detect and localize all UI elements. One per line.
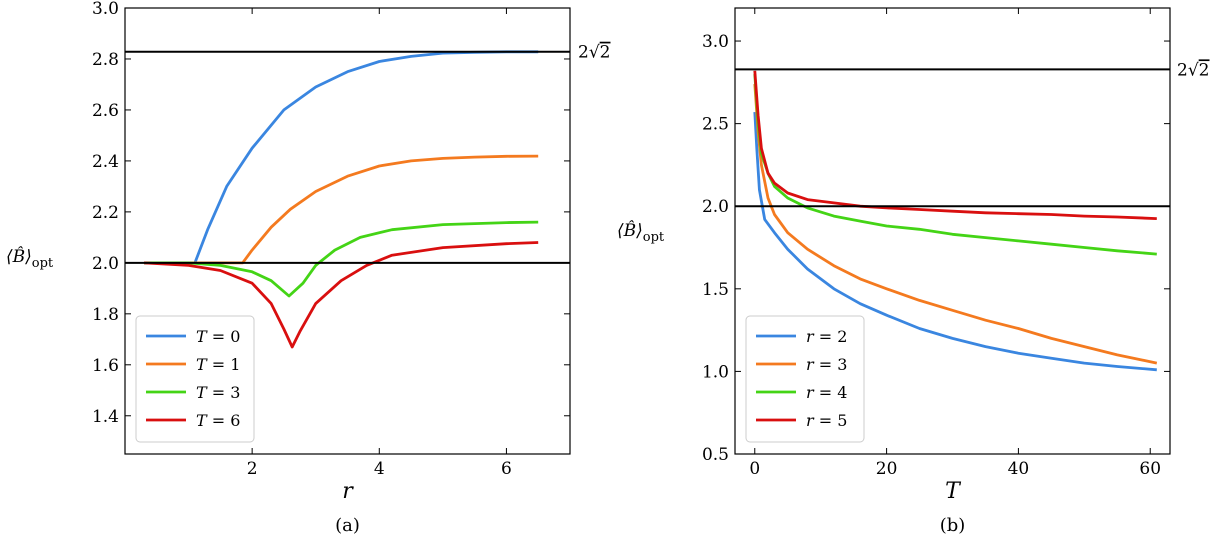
y-axis-label: ⟨B̂⟩opt [6, 247, 54, 271]
y-tick-label: 2.0 [702, 197, 729, 217]
y-axis-label-base: ⟨B̂⟩ [617, 221, 643, 241]
legend-var: r [806, 411, 815, 430]
legend-var: r [806, 383, 815, 402]
reference-label-coefficient: 2 [1177, 60, 1188, 80]
y-tick-label: 0.5 [702, 445, 729, 465]
y-tick-label: 1.5 [702, 280, 729, 300]
y-tick-label: 3.0 [92, 0, 119, 19]
legend-value: 1 [230, 355, 240, 374]
reference-label-radicand: 2 [1199, 60, 1210, 80]
legend-label-r-4: r = 4 [806, 383, 847, 402]
legend-box [745, 315, 865, 443]
x-tick-label: 60 [1139, 459, 1161, 479]
x-tick-label: 40 [1008, 459, 1030, 479]
legend-var: T [196, 327, 208, 346]
legend-value: 2 [837, 327, 847, 346]
legend-value: 5 [837, 411, 847, 430]
legend-equals: = [814, 411, 838, 430]
series-line-r-2 [753, 112, 1157, 372]
series-line-T-6 [144, 241, 539, 349]
series-line-T-1 [144, 154, 539, 265]
y-tick-label: 1.6 [92, 356, 119, 376]
series-line-r-3 [753, 83, 1158, 365]
legend-var: r [806, 327, 815, 346]
legend-label-T-6: T = 6 [196, 411, 240, 430]
y-axis-label-subscript: opt [643, 230, 665, 245]
y-tick-label: 2.6 [92, 101, 119, 121]
panel-b: 2√20 20 40 600.51.01.52.02.53.0T⟨B̂⟩opt(b)r… [617, 7, 1210, 536]
y-tick-label: 2.4 [92, 152, 119, 172]
y-tick-label: 2.8 [92, 50, 119, 70]
legend-label-r-3: r = 3 [806, 355, 847, 374]
legend-value: 6 [230, 411, 240, 430]
legend-label-r-2: r = 2 [806, 327, 847, 346]
x-axis-label: T [945, 479, 962, 504]
legend-equals: = [207, 327, 231, 346]
legend-var: r [806, 355, 815, 374]
panel-a: 2√22 4 61.41.61.82.02.22.42.62.83.0r⟨B̂⟩op… [6, 0, 611, 536]
y-tick-label: 2.0 [92, 254, 119, 274]
legend-value: 4 [837, 383, 847, 402]
y-tick-label: 2.5 [702, 115, 729, 135]
plot-frame [124, 7, 571, 455]
legend-label-T-1: T = 1 [196, 355, 240, 374]
legend-equals: = [814, 383, 838, 402]
y-tick-label: 2.2 [92, 203, 119, 223]
legend-value: 3 [837, 355, 847, 374]
legend-var: T [196, 411, 208, 430]
x-tick-label: 0 [749, 459, 760, 479]
legend-label-T-3: T = 3 [196, 383, 240, 402]
y-axis-label-base: ⟨B̂⟩ [6, 247, 32, 267]
x-axis-label: r [342, 479, 354, 504]
y-tick-label: 1.4 [92, 407, 119, 427]
legend-var: T [196, 355, 208, 374]
legend-equals: = [207, 355, 231, 374]
reference-label: 2√2 [1177, 60, 1210, 80]
series-line-T-3 [144, 220, 539, 298]
series-line-r-5 [753, 70, 1157, 220]
legend-value: 0 [230, 327, 240, 346]
legend-box [135, 315, 255, 443]
legend-equals: = [207, 411, 231, 430]
y-tick-label: 1.8 [92, 305, 119, 325]
reference-label-coefficient: 2 [578, 43, 589, 63]
sqrt-symbol: √ [1188, 60, 1199, 80]
legend-equals: = [207, 383, 231, 402]
series-group [144, 50, 539, 349]
legend-equals: = [814, 355, 838, 374]
reference-label: 2√2 [578, 43, 611, 63]
x-tick-label: 6 [501, 459, 512, 479]
series-line-r-4 [753, 74, 1157, 256]
sqrt-symbol: √ [589, 43, 600, 63]
y-tick-label: 3.0 [702, 32, 729, 52]
legend: T = 0T = 1T = 3T = 6 [135, 315, 255, 443]
y-axis-label: ⟨B̂⟩opt [617, 221, 665, 245]
legend-label-T-0: T = 0 [196, 327, 240, 346]
legend-value: 3 [230, 383, 240, 402]
legend-var: T [196, 383, 208, 402]
plot-frame [734, 7, 1171, 455]
y-axis-label-subscript: opt [32, 256, 54, 271]
x-tick-label: 4 [374, 459, 385, 479]
legend-equals: = [814, 327, 838, 346]
panel-caption: (a) [335, 515, 360, 536]
legend: r = 2r = 3r = 4r = 5 [745, 315, 865, 443]
x-tick-label: 2 [247, 459, 258, 479]
reference-label-radicand: 2 [600, 43, 611, 63]
legend-label-r-5: r = 5 [806, 411, 847, 430]
x-tick-label: 20 [876, 459, 898, 479]
panel-caption: (b) [940, 515, 966, 536]
y-tick-label: 1.0 [702, 362, 729, 382]
